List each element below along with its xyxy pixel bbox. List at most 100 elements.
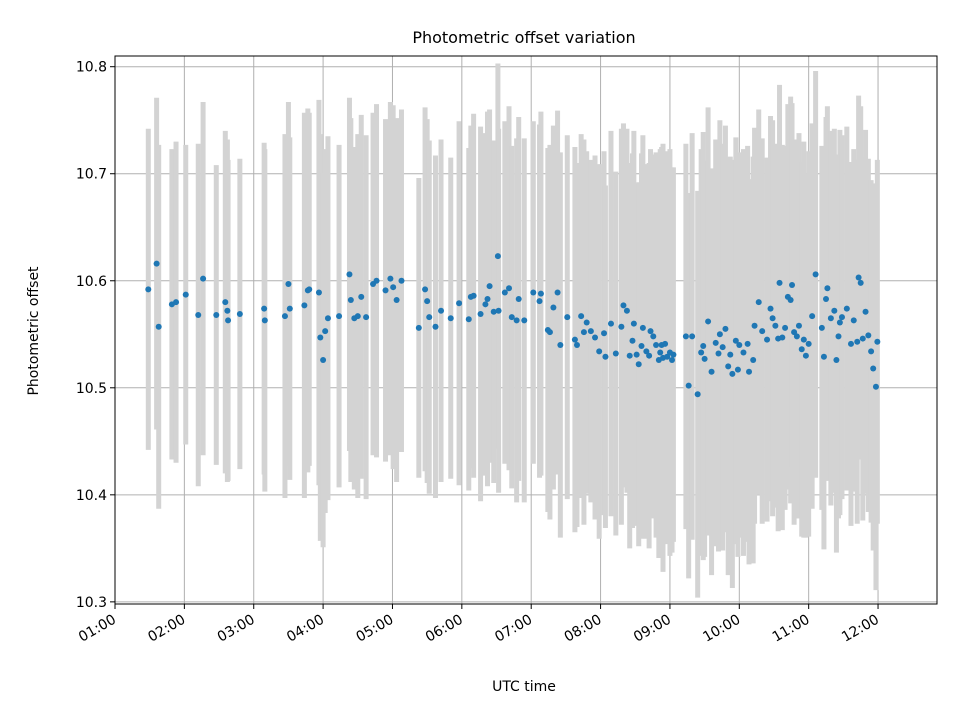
data-point bbox=[629, 337, 636, 344]
data-point bbox=[872, 383, 879, 390]
data-point bbox=[712, 339, 719, 346]
data-point bbox=[750, 356, 757, 363]
data-point bbox=[465, 316, 472, 323]
data-point bbox=[484, 295, 491, 302]
data-point bbox=[827, 315, 834, 322]
data-point bbox=[868, 348, 875, 355]
data-point bbox=[802, 352, 809, 359]
data-point bbox=[847, 340, 854, 347]
data-point bbox=[571, 336, 578, 343]
data-point bbox=[708, 368, 715, 375]
data-point bbox=[740, 349, 747, 356]
data-point bbox=[390, 284, 397, 291]
data-point bbox=[195, 312, 202, 319]
data-point bbox=[732, 337, 739, 344]
data-point bbox=[744, 340, 751, 347]
x-tick-label: 12:00 bbox=[839, 612, 882, 646]
data-point bbox=[490, 308, 497, 315]
data-point bbox=[358, 293, 365, 300]
data-point bbox=[155, 323, 162, 330]
x-tick-label: 02:00 bbox=[145, 612, 188, 646]
data-point bbox=[387, 275, 394, 282]
data-point bbox=[820, 353, 827, 360]
data-point bbox=[664, 353, 671, 360]
data-point bbox=[746, 368, 753, 375]
data-point bbox=[521, 317, 528, 324]
data-point bbox=[415, 324, 422, 331]
data-point bbox=[800, 336, 807, 343]
data-point bbox=[650, 333, 657, 340]
data-point bbox=[515, 295, 522, 302]
data-point bbox=[722, 325, 729, 332]
x-tick-label: 07:00 bbox=[492, 612, 535, 646]
data-point bbox=[638, 343, 645, 350]
data-point bbox=[261, 305, 268, 312]
data-point bbox=[727, 351, 734, 358]
data-point bbox=[324, 315, 331, 322]
data-point bbox=[145, 286, 152, 293]
data-point bbox=[719, 344, 726, 351]
data-point bbox=[685, 382, 692, 389]
data-point bbox=[862, 308, 869, 315]
data-point bbox=[346, 271, 353, 278]
data-point bbox=[647, 328, 654, 335]
data-point bbox=[639, 324, 646, 331]
data-point bbox=[812, 271, 819, 278]
data-point bbox=[153, 260, 160, 267]
data-point bbox=[838, 314, 845, 321]
data-point bbox=[859, 335, 866, 342]
data-point bbox=[225, 317, 232, 324]
plot-frame bbox=[114, 55, 938, 605]
data-point bbox=[764, 336, 771, 343]
data-point bbox=[689, 333, 696, 340]
data-point bbox=[508, 314, 515, 321]
data-point bbox=[554, 289, 561, 296]
data-point bbox=[495, 307, 502, 314]
x-tick-label: 11:00 bbox=[770, 612, 813, 646]
data-point bbox=[854, 338, 861, 345]
data-point bbox=[779, 334, 786, 341]
data-point bbox=[795, 322, 802, 329]
data-point bbox=[855, 274, 862, 281]
data-point bbox=[833, 356, 840, 363]
data-point bbox=[550, 304, 557, 311]
data-point bbox=[670, 351, 677, 358]
data-point bbox=[653, 341, 660, 348]
data-point bbox=[818, 324, 825, 331]
data-point bbox=[643, 348, 650, 355]
data-point bbox=[630, 320, 637, 327]
data-point bbox=[620, 302, 627, 309]
data-point bbox=[301, 302, 308, 309]
data-point bbox=[578, 313, 585, 320]
data-point bbox=[536, 298, 543, 305]
data-point bbox=[281, 313, 288, 320]
data-point bbox=[587, 328, 594, 335]
x-tick-label: 04:00 bbox=[284, 612, 327, 646]
data-point bbox=[682, 333, 689, 340]
data-point bbox=[824, 285, 831, 292]
data-point bbox=[382, 287, 389, 294]
data-point bbox=[398, 277, 405, 284]
y-axis-ticks: 10.3 10.4 10.5 10.6 10.7 10.8 bbox=[76, 60, 115, 611]
data-point bbox=[850, 317, 857, 324]
data-point bbox=[646, 352, 653, 359]
x-tick-label: 05:00 bbox=[354, 612, 397, 646]
data-point bbox=[320, 356, 327, 363]
data-point bbox=[236, 310, 243, 317]
y-axis-label: Photometric offset bbox=[26, 266, 42, 396]
data-point bbox=[470, 292, 477, 299]
data-point bbox=[789, 282, 796, 289]
data-point bbox=[317, 334, 324, 341]
data-point bbox=[363, 314, 370, 321]
data-point bbox=[662, 340, 669, 347]
data-point bbox=[222, 299, 229, 306]
data-point bbox=[798, 346, 805, 353]
data-point bbox=[426, 314, 433, 321]
data-point bbox=[865, 332, 872, 339]
data-point bbox=[736, 341, 743, 348]
data-point bbox=[564, 314, 571, 321]
data-point bbox=[874, 338, 881, 345]
data-point bbox=[635, 361, 642, 368]
data-point bbox=[580, 329, 587, 336]
data-point bbox=[424, 298, 431, 305]
